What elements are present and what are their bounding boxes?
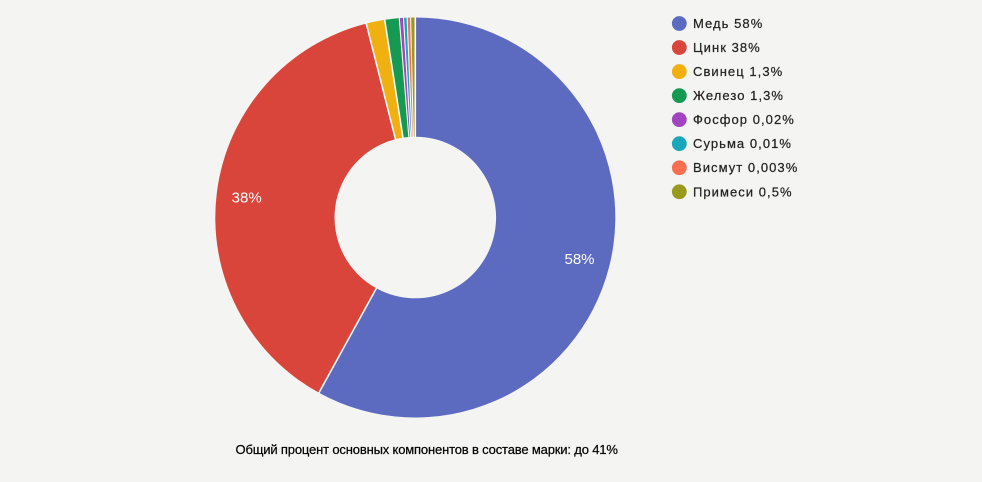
svg-text:Фосфор 0,02%: Фосфор 0,02% bbox=[693, 112, 795, 127]
svg-text:Примеси 0,5%: Примеси 0,5% bbox=[693, 184, 793, 199]
svg-text:Железо 1,3%: Железо 1,3% bbox=[693, 88, 784, 103]
svg-text:Медь 58%: Медь 58% bbox=[693, 16, 763, 31]
svg-text:Сурьма 0,01%: Сурьма 0,01% bbox=[693, 136, 792, 151]
svg-text:38%: 38% bbox=[232, 189, 262, 206]
svg-text:Цинк 38%: Цинк 38% bbox=[693, 40, 761, 55]
svg-text:Общий процент основных компоне: Общий процент основных компонентов в сос… bbox=[236, 442, 619, 457]
svg-text:Свинец 1,3%: Свинец 1,3% bbox=[693, 64, 783, 79]
svg-text:58%: 58% bbox=[564, 251, 594, 268]
svg-text:Висмут 0,003%: Висмут 0,003% bbox=[693, 160, 798, 175]
